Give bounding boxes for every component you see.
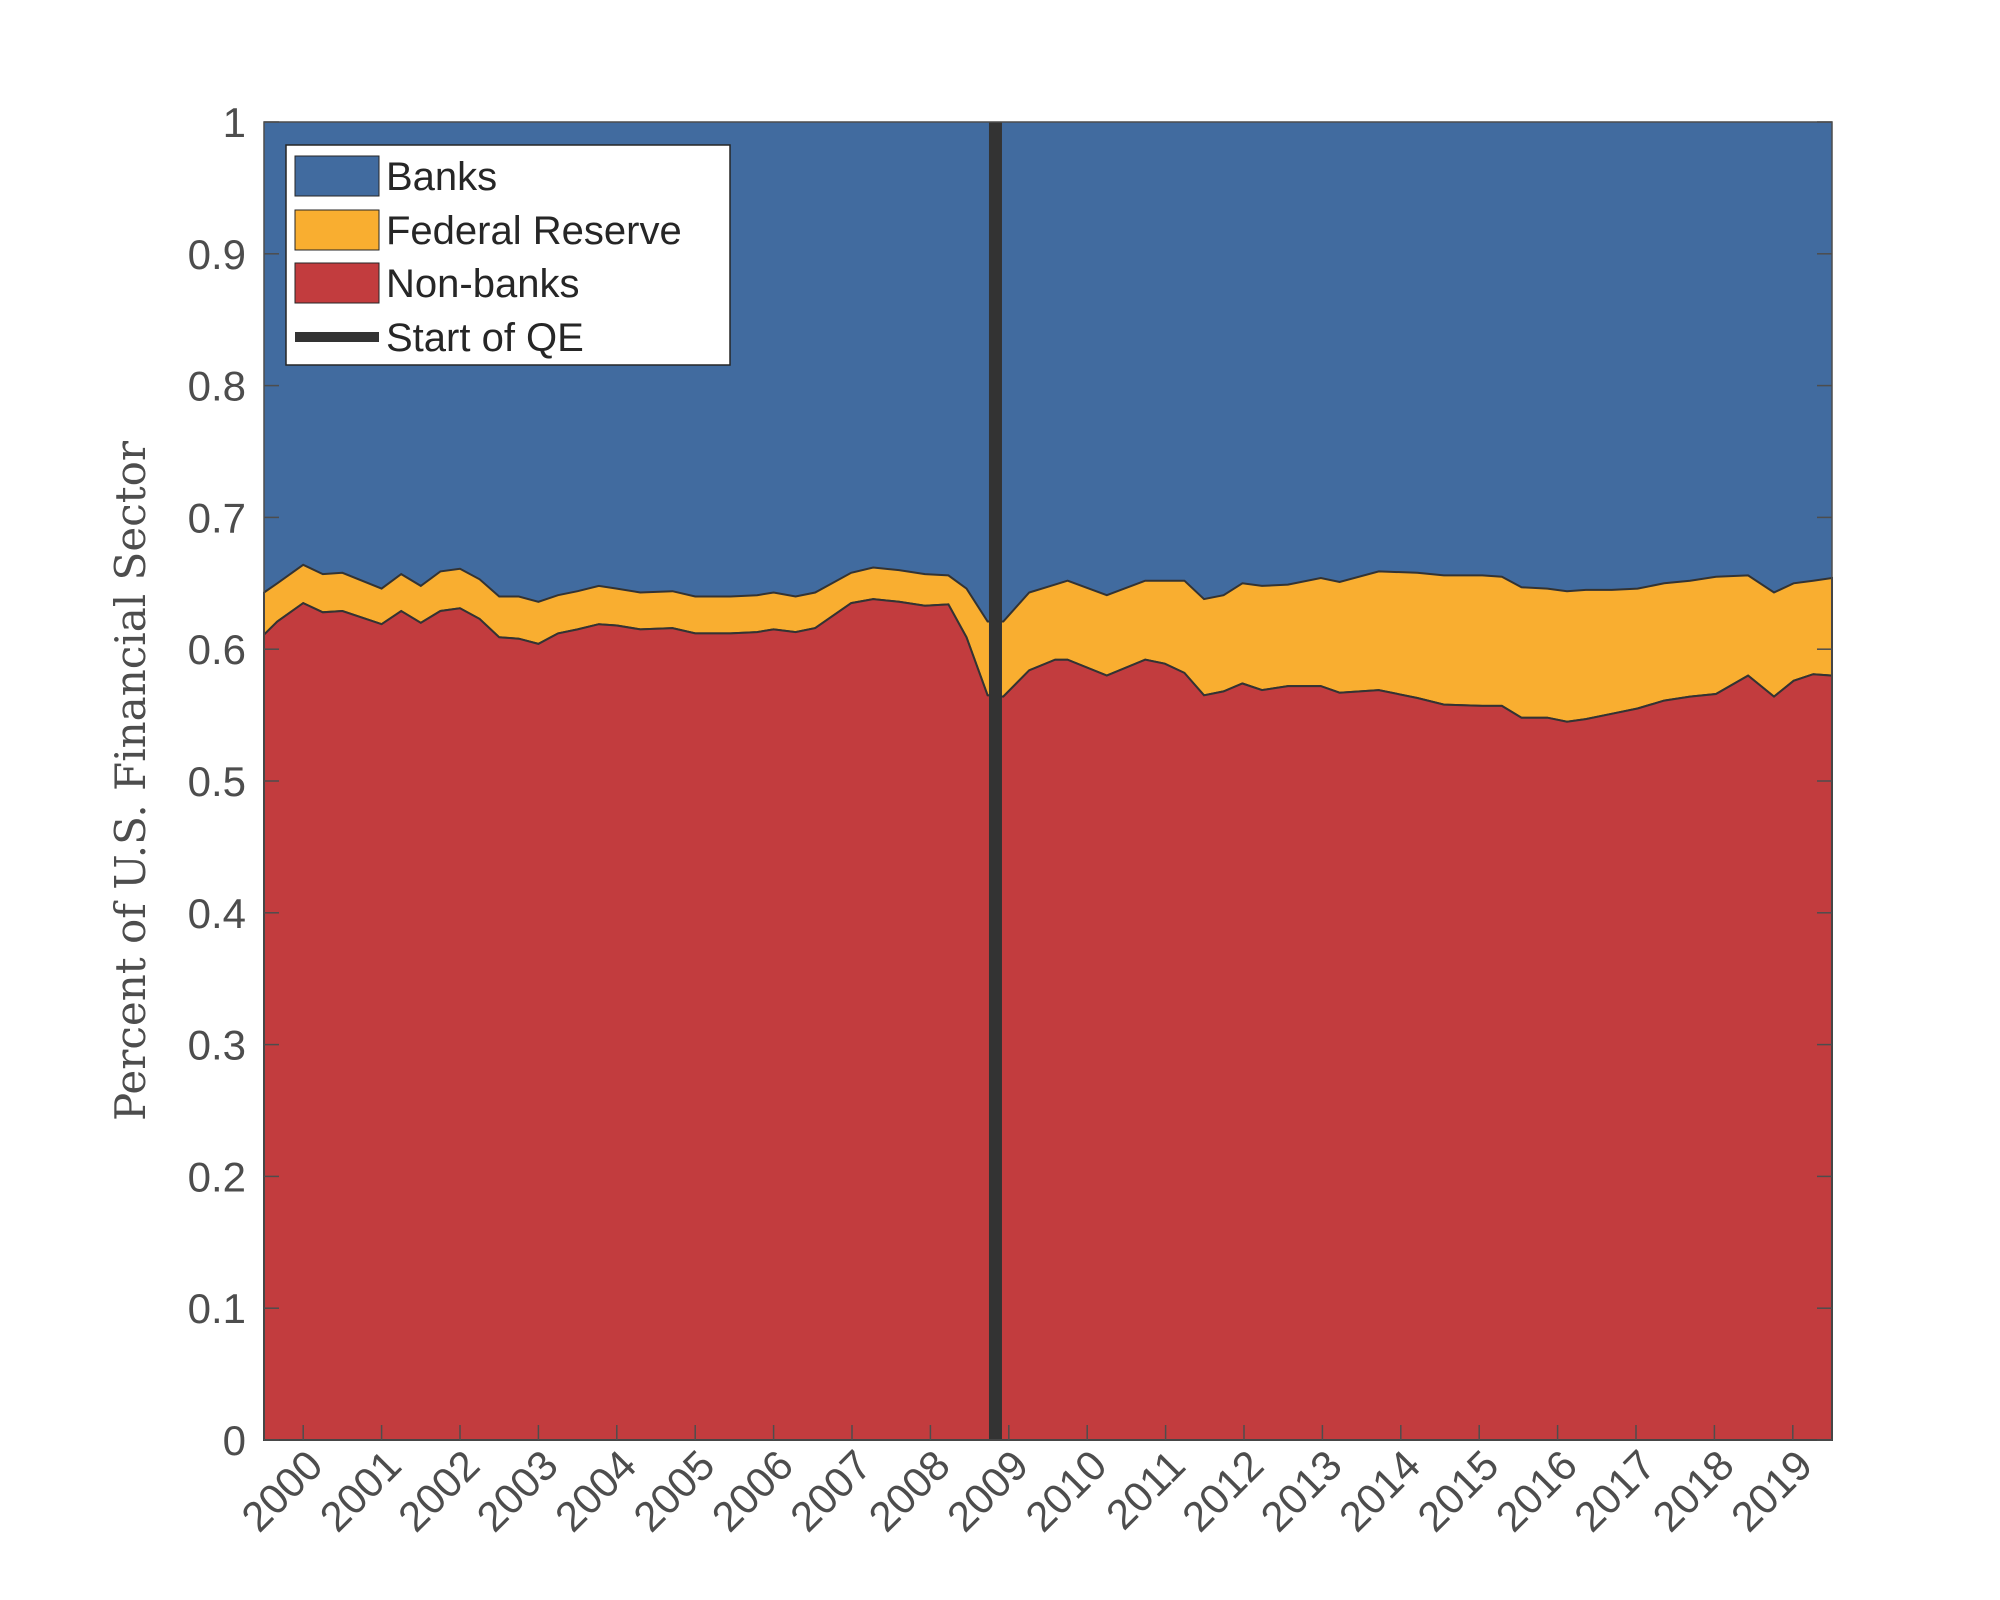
y-tick-label: 0: [223, 1417, 246, 1464]
x-tick-label: 2006: [703, 1441, 802, 1540]
y-tick-label: 0.8: [188, 363, 246, 410]
y-tick-label: 0.3: [188, 1022, 246, 1069]
legend-swatch-nonbanks: [294, 262, 380, 304]
legend: Banks Federal Reserve Non-banks Start of…: [285, 144, 731, 366]
x-tick-label: 2005: [624, 1441, 723, 1540]
x-tick-label: 2014: [1330, 1441, 1429, 1540]
y-tick-label: 1: [223, 99, 246, 146]
x-tick-label: 2016: [1487, 1441, 1586, 1540]
x-tick-label: 2013: [1251, 1441, 1350, 1540]
plot-areas: [263, 122, 1833, 1441]
legend-swatch-banks: [294, 155, 380, 197]
y-tick-label: 0.5: [188, 758, 246, 805]
x-tick-label: 2019: [1722, 1441, 1821, 1540]
x-tick-label: 2009: [938, 1441, 1037, 1540]
x-tick-label: 2012: [1173, 1441, 1272, 1540]
x-tick-label: 2004: [546, 1441, 645, 1540]
y-tick-label: 0.4: [188, 890, 246, 937]
x-tick-label: 2000: [232, 1441, 331, 1540]
y-axis: 0 0.1 0.2 0.3 0.4 0.5 0.6 0.7 0.8 0.9 1: [188, 99, 246, 1464]
axis-ticks: [264, 121, 1832, 1441]
y-tick-label: 0.6: [188, 626, 246, 673]
y-tick-label: 0.2: [188, 1153, 246, 1200]
y-tick-label: 0.7: [188, 494, 246, 541]
legend-label-banks: Banks: [386, 155, 497, 199]
x-tick-label: 2007: [781, 1441, 880, 1540]
x-tick-label: 2018: [1643, 1441, 1742, 1540]
x-tick-label: 2001: [311, 1441, 410, 1540]
x-tick-label: 2015: [1408, 1441, 1507, 1540]
y-tick-label: 0.9: [188, 231, 246, 278]
x-tick-label: 2008: [859, 1441, 958, 1540]
x-axis: 2000200120022003200420052006200720082009…: [232, 1441, 1821, 1540]
x-tick-label: 2002: [389, 1441, 488, 1540]
area-nonbanks: [263, 598, 1833, 1441]
x-tick-label: 2003: [467, 1441, 566, 1540]
plot-frame: [263, 121, 1833, 1441]
x-tick-label: 2011: [1097, 1441, 1194, 1538]
legend-label-federal-reserve: Federal Reserve: [386, 209, 682, 253]
y-tick-label: 0.1: [188, 1285, 246, 1332]
x-tick-label: 2017: [1565, 1441, 1664, 1540]
legend-swatch-federal-reserve: [294, 209, 380, 251]
x-tick-label: 2010: [1016, 1441, 1115, 1540]
y-axis-label: Percent of U.S. Financial Sector: [106, 440, 155, 1121]
legend-label-start-of-qe: Start of QE: [386, 316, 584, 360]
legend-label-nonbanks: Non-banks: [386, 262, 579, 306]
